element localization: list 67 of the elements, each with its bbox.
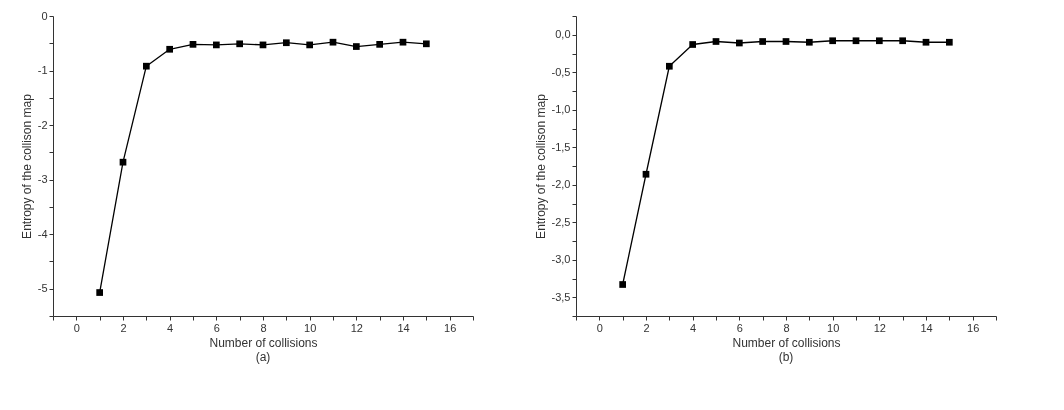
text: (b)	[778, 350, 794, 364]
point	[829, 37, 837, 45]
y-tick-label: -3,0	[551, 253, 571, 266]
point	[96, 289, 104, 296]
x-tick-label: 16	[967, 321, 980, 334]
point	[875, 37, 883, 45]
point	[166, 45, 174, 53]
x-tick-label: 10	[304, 321, 317, 334]
x-axis-title: Number of collisions	[732, 335, 841, 350]
y-axis-title: Entropy of the collison map	[19, 93, 34, 239]
y-tick-label: 0	[41, 9, 48, 22]
x-tick-label: 4	[690, 321, 697, 334]
point	[142, 62, 150, 70]
y-tick-label: -1,0	[551, 103, 571, 116]
y-tick-label: -4	[37, 227, 48, 240]
point	[619, 281, 627, 288]
point	[689, 41, 697, 48]
x-tick-label: 0	[596, 321, 603, 334]
point	[735, 39, 743, 47]
point	[665, 62, 673, 70]
y-tick-label: -1	[37, 64, 48, 77]
point	[399, 38, 407, 46]
text: (a)	[255, 350, 271, 364]
point	[899, 37, 907, 45]
point	[352, 43, 360, 50]
point	[642, 170, 650, 178]
x-tick-label: 4	[167, 321, 174, 334]
x-tick-label: 12	[873, 321, 886, 334]
point	[782, 38, 790, 45]
point	[852, 37, 860, 45]
y-tick-label: -2,5	[551, 215, 571, 228]
point	[236, 40, 244, 48]
x-tick-label: 6	[736, 321, 743, 334]
x-tick-label: 12	[350, 321, 363, 334]
y-tick-label: 0,0	[555, 28, 571, 41]
x-tick-label: 2	[120, 321, 127, 334]
y-tick-label: -1,5	[551, 140, 571, 153]
x-tick-label: 8	[783, 321, 790, 334]
point	[422, 40, 430, 48]
point	[189, 41, 197, 48]
point	[759, 38, 767, 45]
x-tick-label: 0	[73, 321, 80, 334]
x-tick-label: 14	[397, 321, 410, 334]
x-tick-label: 2	[643, 321, 650, 334]
y-axis-title: Entropy of the collison map	[533, 93, 548, 239]
x-tick-label: 8	[260, 321, 267, 334]
y-tick-label: -3,5	[551, 290, 571, 303]
point	[805, 38, 813, 46]
y-tick-label: -2,0	[551, 178, 571, 191]
x-tick-label: 10	[827, 321, 840, 334]
point	[119, 158, 127, 166]
point	[329, 38, 337, 46]
x-axis-title: Number of collisions	[209, 335, 318, 350]
point	[306, 41, 314, 49]
point	[212, 41, 220, 49]
y-tick-label: -0,5	[551, 65, 571, 78]
point	[922, 38, 930, 46]
point	[376, 41, 384, 48]
point	[945, 38, 953, 46]
y-tick-label: -5	[37, 282, 48, 295]
point	[282, 39, 290, 47]
y-tick-label: -2	[37, 118, 48, 131]
x-tick-label: 6	[213, 321, 220, 334]
y-tick-label: -3	[37, 173, 48, 186]
x-tick-label: 14	[920, 321, 933, 334]
point	[712, 38, 720, 45]
x-tick-label: 16	[444, 321, 457, 334]
